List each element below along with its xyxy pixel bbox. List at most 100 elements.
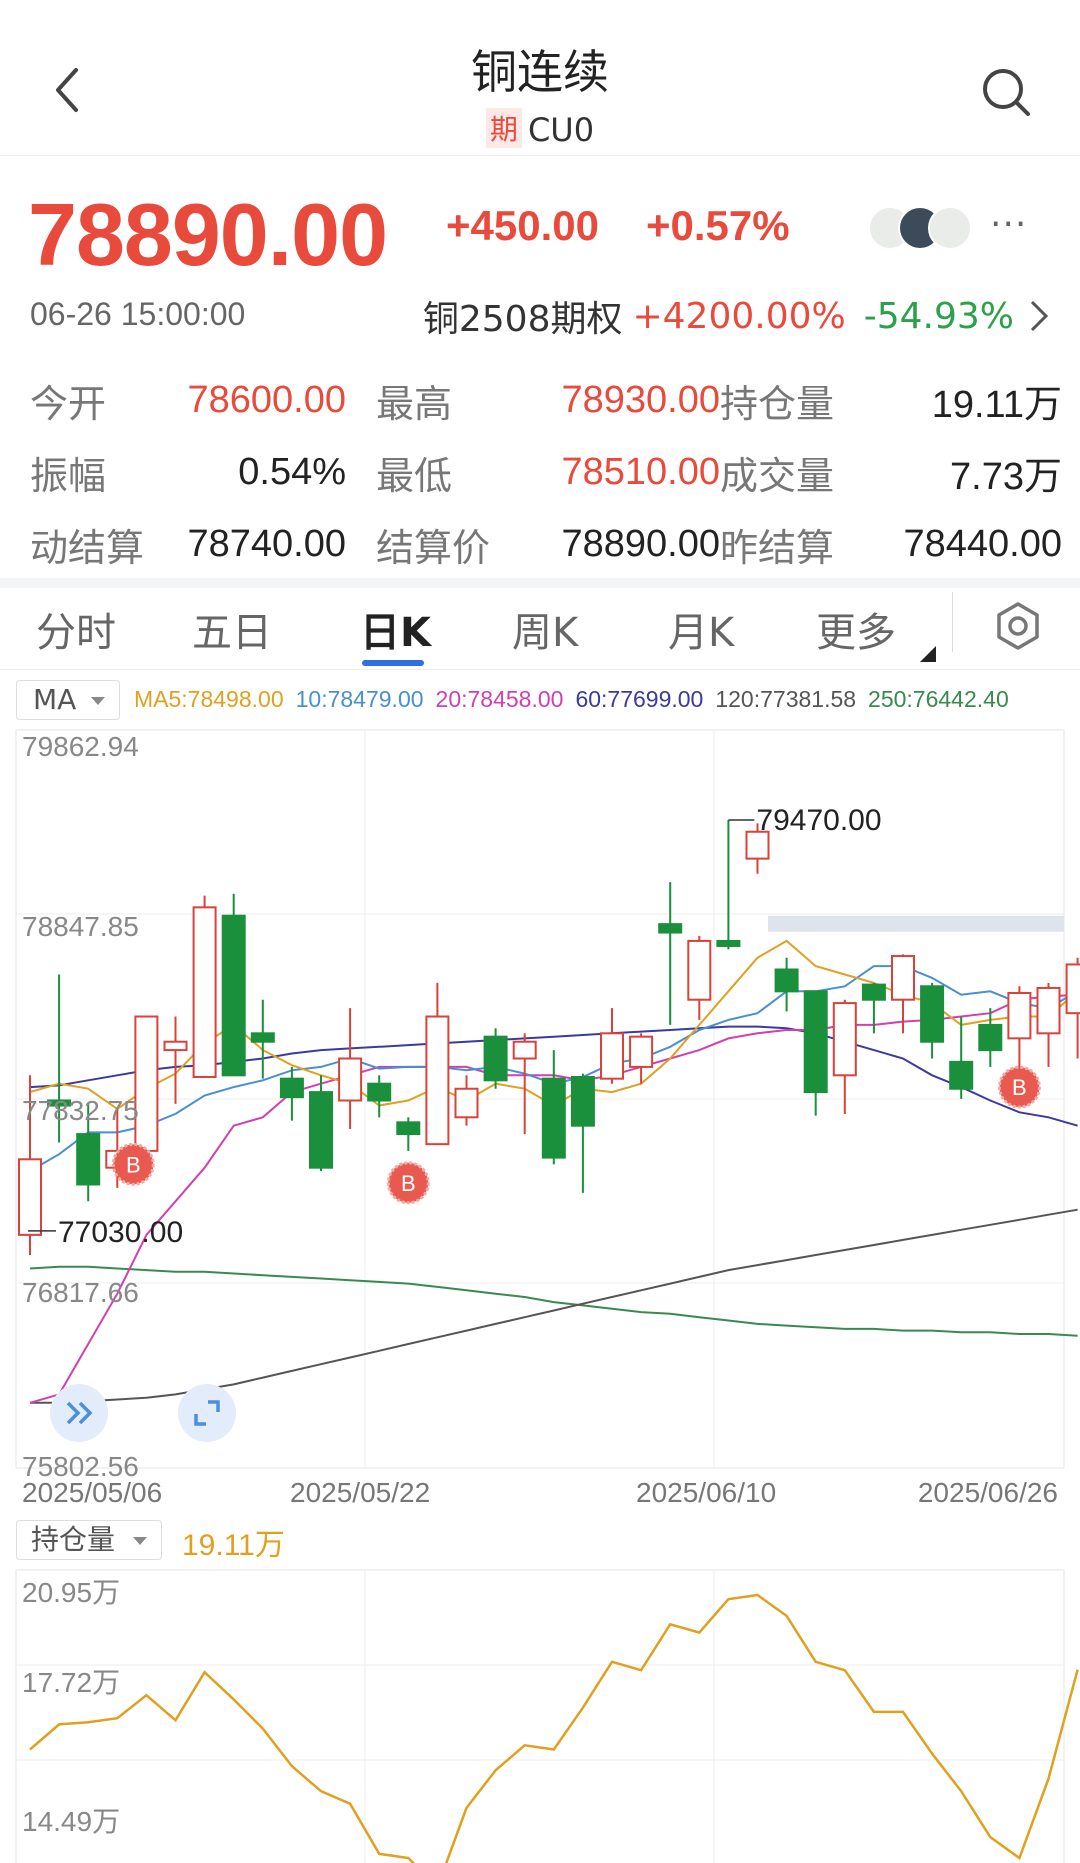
dropdown-corner-icon (920, 646, 936, 662)
candle-body (1036, 986, 1061, 1035)
candle-body (1007, 992, 1032, 1040)
contract-code-row: 期 CU0 (0, 108, 1080, 149)
candle-body (367, 1082, 392, 1102)
indicator-select[interactable]: MA (16, 680, 120, 720)
candle-body (250, 1032, 275, 1043)
candle-body (861, 983, 886, 1001)
buy-marker-label: B (126, 1152, 141, 1177)
buy-marker (111, 1142, 155, 1186)
buy-marker (997, 1065, 1041, 1109)
tab-intraday[interactable]: 分时 (36, 610, 116, 656)
tab-daily-k[interactable]: 日K (360, 610, 431, 656)
stat-item: 结算价 78890.00 (376, 522, 720, 570)
candle-body (745, 830, 770, 860)
option-up-percent: +4200.00% (632, 295, 846, 337)
y-tick-label: 78847.85 (22, 911, 139, 942)
candle-body (978, 1023, 1003, 1052)
period-tabs: 分时 五日 日K 周K 月K 更多 (0, 590, 1080, 670)
open-interest-line (29, 1593, 1079, 1863)
kline-chart[interactable]: 79862.94 78847.85 77832.75 76817.66 75802.56… (0, 720, 1080, 1863)
candle-body (47, 1099, 72, 1107)
open-interest-select[interactable]: 持仓量 (16, 1520, 162, 1560)
expand-button[interactable] (50, 1384, 108, 1442)
y-tick-label: 76817.66 (22, 1277, 139, 1308)
resistance-band (768, 915, 1064, 932)
search-icon[interactable] (976, 62, 1036, 122)
more-icon[interactable]: ··· (990, 204, 1028, 245)
candle-body (512, 1040, 537, 1060)
candle-body (716, 939, 741, 947)
candle-body (396, 1121, 421, 1136)
candle-body (425, 1015, 450, 1146)
candle-body (658, 923, 683, 934)
candle-body (134, 1015, 159, 1152)
last-price: 78890.00 (28, 185, 388, 284)
y-tick-label: 75802.56 (22, 1451, 139, 1482)
ma-legend: MA5:78498.00 10:78479.00 20:78458.00 60:776… (134, 686, 1021, 713)
section-divider (0, 578, 1080, 588)
candle-body (279, 1077, 304, 1099)
x-tick-label: 2025/05/06 (22, 1477, 162, 1508)
candle-body (483, 1035, 508, 1082)
ma120-line (30, 1208, 1078, 1404)
oi-y-tick-label: 20.95万 (22, 1577, 120, 1608)
settings-icon[interactable] (990, 598, 1046, 654)
candle-body (774, 968, 799, 993)
double-chevron-icon (66, 1401, 93, 1425)
top-bar: 铜连续 期 CU0 (0, 0, 1080, 156)
fullscreen-button[interactable] (178, 1384, 236, 1442)
candle-body (454, 1087, 479, 1119)
futures-tag: 期 (485, 108, 522, 148)
candle-body (570, 1075, 595, 1127)
fullscreen-icon (194, 1400, 220, 1426)
candle-body (163, 1040, 188, 1052)
stat-item: 今开 78600.00 (30, 378, 346, 426)
open-interest-current: 19.11万 (182, 1529, 285, 1562)
avatar-group[interactable] (868, 206, 978, 250)
candle-body (920, 985, 945, 1043)
candle-body (803, 990, 828, 1094)
x-tick-label: 2025/06/26 (918, 1477, 1058, 1508)
candle-body (1065, 963, 1080, 1015)
buy-marker-label: B (1012, 1075, 1027, 1100)
stat-item: 动结算 78740.00 (30, 522, 346, 570)
candle-body (687, 939, 712, 1001)
option-name: 铜2508期权 (422, 299, 623, 340)
chevron-right-icon (1030, 300, 1049, 332)
x-tick-label: 2025/05/22 (290, 1477, 430, 1508)
ma10-value: 10:78479.00 (295, 686, 424, 712)
buy-marker (386, 1161, 430, 1205)
stat-item: 昨结算 78440.00 (720, 522, 1062, 570)
stat-item: 最高 78930.00 (376, 378, 720, 426)
stat-item: 持仓量 19.11万 (720, 381, 1062, 426)
quote-time: 06-26 15:00:00 (30, 296, 246, 332)
candle-body (832, 1002, 857, 1077)
candle-body (338, 1057, 363, 1102)
price-change-percent: +0.57% (646, 202, 790, 249)
option-down-percent: -54.93% (863, 295, 1014, 337)
stat-item: 振幅 0.54% (30, 450, 346, 498)
candle-body (629, 1035, 654, 1068)
tab-more[interactable]: 更多 (816, 610, 896, 656)
price-change: +450.00 (446, 202, 599, 249)
ma5-value: MA5:78498.00 (134, 686, 284, 712)
ma20-value: 20:78458.00 (435, 686, 564, 712)
candle-body (600, 1032, 624, 1080)
ma250-value: 250:76442.40 (868, 686, 1009, 712)
caret-down-icon (91, 697, 105, 705)
back-arrow-icon[interactable] (40, 60, 100, 120)
option-link[interactable]: 铜2508期权 +4200.00% -54.93% (423, 290, 1050, 342)
candle-body (309, 1091, 333, 1169)
candle-body (541, 1077, 566, 1159)
stat-item: 最低 78510.00 (376, 450, 720, 498)
ma60-value: 60:77699.00 (575, 686, 704, 712)
candle-body (76, 1133, 101, 1186)
low-annotation: 77030.00 (58, 1216, 183, 1249)
candle-body (18, 1158, 42, 1236)
tab-monthly-k[interactable]: 月K (668, 610, 735, 656)
contract-code: CU0 (527, 111, 595, 149)
active-tab-indicator (362, 660, 424, 666)
tab-weekly-k[interactable]: 周K (512, 610, 579, 656)
buy-marker-label: B (401, 1171, 416, 1196)
tab-five-day[interactable]: 五日 (192, 610, 272, 656)
